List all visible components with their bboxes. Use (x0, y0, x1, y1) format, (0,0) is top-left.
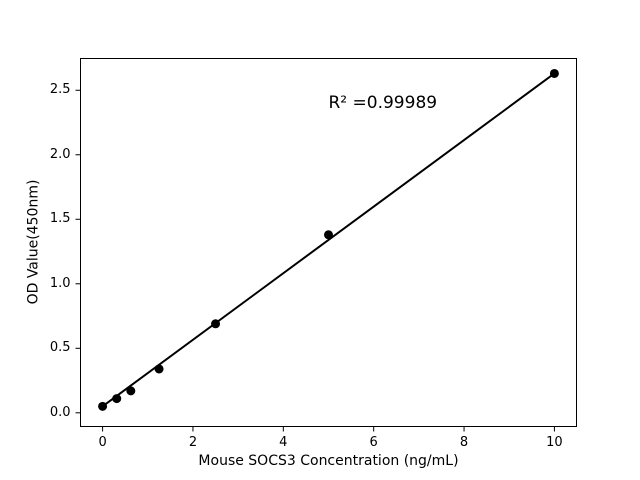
y-axis-label: OD Value(450nm) (25, 179, 42, 305)
x-tick-label: 10 (546, 434, 563, 450)
x-tick-label: 2 (188, 434, 198, 450)
x-tick-label: 4 (279, 434, 288, 450)
y-tick-label: 2.5 (49, 82, 71, 98)
x-tick-label: 0 (98, 434, 107, 450)
data-point (549, 68, 559, 78)
y-tick-label: 0.0 (49, 404, 71, 420)
data-point (211, 319, 221, 329)
y-tick-label: 1.0 (49, 275, 71, 291)
data-point (154, 364, 164, 374)
y-tick-label: 0.5 (49, 340, 71, 356)
y-tick-label: 2.0 (49, 146, 71, 162)
data-point (324, 230, 333, 240)
trend-line (101, 72, 556, 408)
r-squared-annotation: R² =0.99989 (328, 92, 438, 113)
data-point (112, 394, 122, 404)
x-tick-label: 8 (459, 434, 469, 450)
plot-area (80, 58, 577, 427)
data-point (126, 386, 136, 396)
x-tick-label: 6 (369, 434, 378, 450)
y-tick-label: 1.5 (49, 211, 71, 227)
x-axis-label: Mouse SOCS3 Concentration (ng/mL) (198, 453, 459, 469)
data-point (98, 401, 108, 411)
